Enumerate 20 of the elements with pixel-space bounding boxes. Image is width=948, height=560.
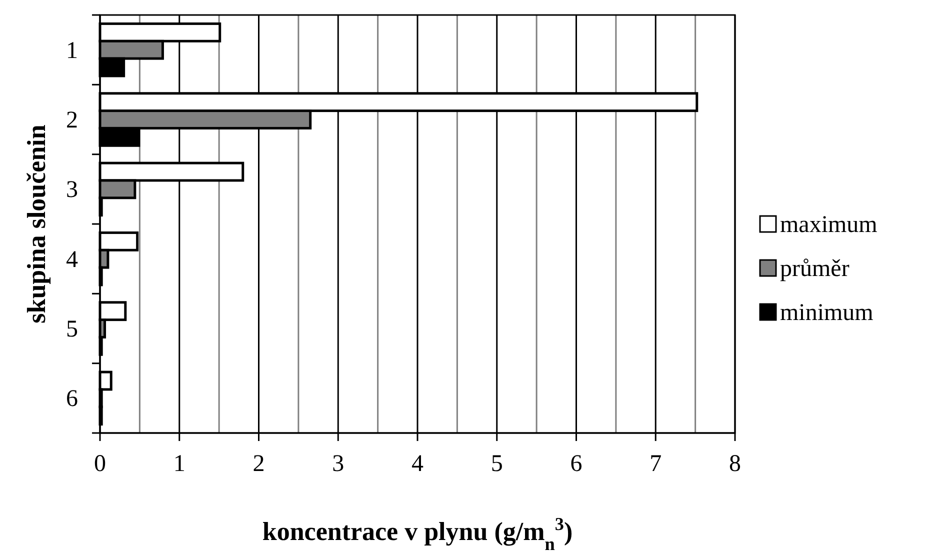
y-tick-label: 1 — [66, 38, 78, 64]
legend-label: maximum — [780, 212, 878, 238]
x-tick-label: 5 — [490, 451, 503, 477]
y-tick-label: 2 — [66, 108, 78, 134]
x-tick-label: 4 — [412, 451, 424, 477]
x-tick-label: 1 — [173, 451, 186, 477]
y-axis-title: skupina sloučenin — [22, 124, 51, 324]
x-tick-label: 0 — [94, 451, 106, 477]
x-tick-label: 6 — [570, 451, 582, 477]
x-tick-label: 7 — [650, 451, 662, 477]
y-tick-label: 6 — [66, 386, 78, 412]
x-tick-label: 8 — [729, 451, 741, 477]
legend-label: průměr — [780, 256, 850, 282]
x-axis-title: koncentrace v plynu (g/m$_{n}$$^{3}$) — [262, 514, 573, 554]
y-tick-label: 4 — [66, 246, 78, 273]
legend-label: minimum — [780, 300, 874, 326]
x-tick-label: 3 — [332, 451, 344, 477]
y-tick-label: 5 — [66, 316, 78, 342]
x-tick-label: 2 — [252, 451, 265, 477]
y-tick-label: 3 — [66, 177, 78, 204]
